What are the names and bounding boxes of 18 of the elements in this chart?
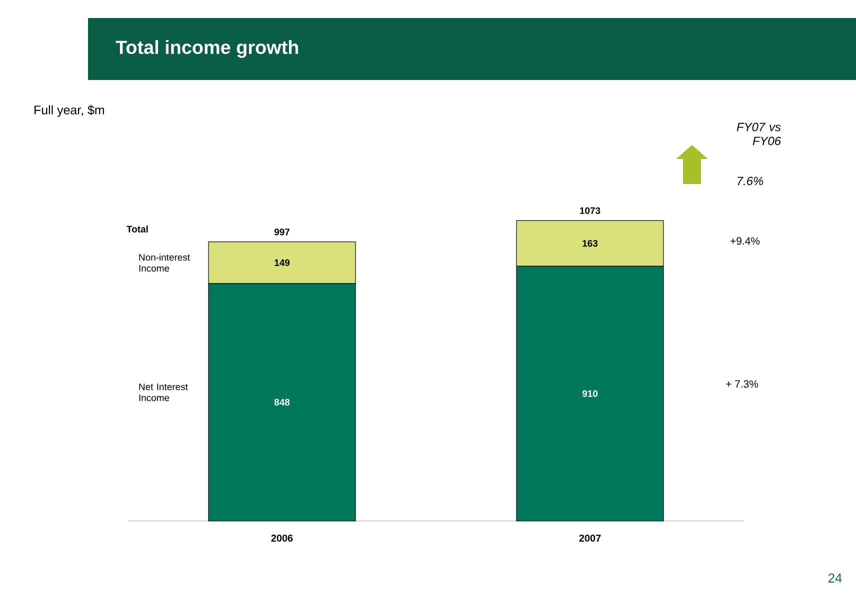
x-tick-label: 2007 (579, 534, 601, 542)
text: 24 (828, 573, 842, 583)
text: FY07 vs FY06 (736, 122, 781, 146)
data-label: 149 (274, 259, 290, 266)
total-label: 997 (274, 228, 290, 236)
x-tick-label: 2006 (271, 534, 293, 542)
total-label: 1073 (580, 207, 600, 214)
chart-subtitle: Full year, $m (34, 105, 104, 117)
text: 7.6% (738, 176, 764, 186)
data-label: 848 (274, 398, 290, 406)
text: Net Interest Income (139, 384, 188, 402)
chart-title: Total income growth (116, 40, 298, 58)
annotation: +9.4% (730, 237, 760, 245)
annotation: Total (126, 226, 148, 232)
data-label: 910 (582, 390, 598, 397)
annotation: + 7.3% (726, 380, 758, 388)
series-label: Non-interest Income (139, 254, 190, 272)
data-label: 163 (582, 240, 598, 247)
